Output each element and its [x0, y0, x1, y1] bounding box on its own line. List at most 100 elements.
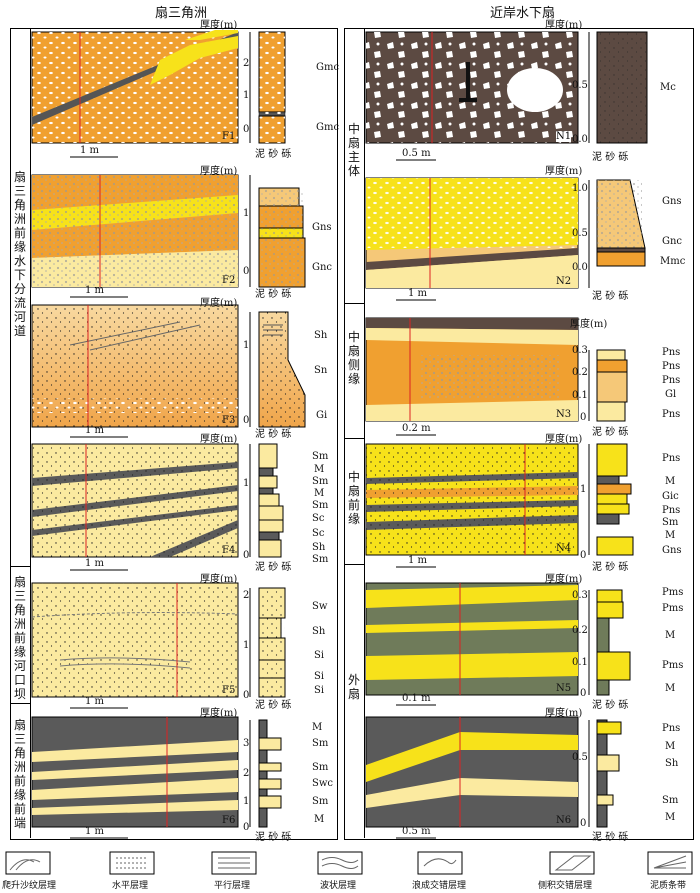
scale-f1: 1 m — [80, 145, 100, 156]
code-n5-3: M — [665, 630, 676, 641]
panel-f2-photo — [31, 174, 239, 288]
label-main-fan: 中扇主体 — [347, 122, 360, 178]
code-f4-1: Sm — [312, 451, 329, 462]
panel-n6-photo — [365, 716, 579, 828]
grain-labels-f4: 泥 砂 砾 — [255, 562, 292, 573]
grain-labels-n3: 泥 砂 砾 — [592, 427, 629, 438]
code-f4-9: Sm — [312, 554, 329, 565]
panel-f1-photo — [31, 30, 239, 144]
tick-n5-03: 0.3 — [572, 590, 588, 601]
right-group-sep-1 — [344, 303, 365, 304]
legend-parallel: 平行层理 — [214, 881, 251, 891]
legend-horizontal: 水平层理 — [112, 881, 149, 891]
code-f5-4: Si — [314, 671, 325, 682]
panel-f3-column — [249, 311, 306, 428]
panel-id-n5: N5 — [556, 683, 572, 694]
code-f3-1: Sh — [314, 330, 328, 341]
code-f4-7: Sc — [312, 528, 325, 539]
code-n4-2: M — [665, 476, 676, 487]
code-f3-3: Gi — [316, 410, 328, 421]
code-n4-4: Pns — [662, 505, 681, 516]
tick-n3-03: 0.3 — [572, 345, 588, 356]
grain-labels-f6: 泥 砂 砾 — [255, 832, 292, 843]
scale-n4: 1 m — [408, 555, 428, 566]
code-n2-3: Mmc — [660, 256, 686, 267]
tick-f1-2: 2 — [243, 58, 250, 69]
code-n5-4: Pms — [662, 660, 684, 671]
tick-f4-0: 0 — [243, 550, 250, 561]
header-nearshore-fan: 近岸水下扇 — [490, 6, 556, 21]
panel-f3-photo — [31, 304, 239, 428]
grain-labels-f2: 泥 砂 砾 — [255, 289, 292, 300]
tick-n3-0: 0 — [580, 412, 587, 423]
panel-n5-column — [588, 589, 631, 696]
grain-labels-n4: 泥 砂 砾 — [592, 562, 629, 573]
code-f6-6: M — [314, 814, 325, 825]
code-f6-2: Sm — [312, 738, 329, 749]
panel-id-n1: N1 — [556, 131, 572, 142]
thickness-label-f1: 厚度(m) — [200, 20, 238, 31]
code-f5-2: Sh — [312, 626, 326, 637]
tick-f2-0: 0 — [243, 266, 250, 277]
tick-n6-05: 0.5 — [572, 752, 588, 763]
grain-labels-f5: 泥 砂 砾 — [255, 700, 292, 711]
grain-labels-n2: 泥 砂 砾 — [592, 291, 629, 302]
panel-n2-column — [588, 179, 646, 288]
code-n6-3: Sh — [665, 758, 679, 769]
panel-n3-column — [588, 349, 628, 422]
code-f4-5: Sm — [312, 500, 329, 511]
code-n3-3: Pns — [662, 375, 681, 386]
tick-n5-01: 0.1 — [572, 657, 588, 668]
label-fan-delta-mouthbar: 扇三角洲前缘河口坝 — [13, 575, 26, 701]
panel-id-n2: N2 — [556, 276, 572, 287]
scale-f3: 1 m — [85, 425, 105, 436]
scale-n5: 0.1 m — [402, 693, 431, 704]
tick-f5-1: 1 — [243, 640, 250, 651]
tick-n5-0: 0 — [580, 688, 587, 699]
right-label-divider — [364, 28, 365, 838]
panel-f4-column — [249, 443, 284, 558]
code-n2-2: Gnc — [662, 236, 683, 247]
legend-boxes — [5, 851, 693, 875]
legend-lateral-accretion: 侧积交错层理 — [538, 881, 593, 891]
code-f4-2: M — [314, 464, 325, 475]
panel-n4-column — [588, 443, 634, 556]
grain-labels-n1: 泥 砂 砾 — [592, 152, 629, 163]
code-f6-1: M — [312, 722, 323, 733]
code-n4-5: Sm — [662, 517, 679, 528]
code-n4-1: Pns — [662, 453, 681, 464]
tick-n3-01: 0.1 — [572, 390, 588, 401]
panel-f2-column — [249, 175, 306, 288]
code-n3-1: Pns — [662, 347, 681, 358]
tick-n2-00: 0.0 — [572, 262, 588, 273]
tick-f5-0: 0 — [243, 690, 250, 701]
label-front-fan: 中扇前缘 — [347, 470, 360, 526]
thickness-label-n5: 厚度(m) — [545, 574, 583, 585]
tick-f6-0: 0 — [243, 822, 250, 833]
label-outer-fan: 外扇 — [347, 673, 360, 701]
code-n5-5: M — [665, 683, 676, 694]
left-column-frame — [10, 28, 338, 840]
code-f4-6: Sc — [312, 513, 325, 524]
thickness-label-n4: 厚度(m) — [545, 434, 583, 445]
tick-f1-0: 0 — [243, 124, 250, 135]
tick-n3-02: 0.2 — [572, 367, 588, 378]
scale-n6: 0.5 m — [402, 826, 431, 837]
label-fan-delta-front: 扇三角洲前缘前端 — [13, 718, 26, 830]
tick-n5-02: 0.2 — [572, 625, 588, 636]
code-f2-1: Gns — [312, 222, 332, 233]
panel-id-n4: N4 — [556, 543, 572, 554]
tick-f3-1: 1 — [243, 340, 250, 351]
panel-id-n6: N6 — [556, 815, 572, 826]
panel-n2-photo — [365, 177, 579, 289]
code-n5-1: Pms — [662, 587, 684, 598]
tick-f1-1: 1 — [243, 90, 250, 101]
panel-f6-column — [249, 719, 282, 828]
code-f1-2: Gmc — [316, 122, 340, 133]
panel-f5-photo — [31, 582, 239, 698]
panel-n6-column — [588, 719, 622, 828]
code-n3-5: Pns — [662, 409, 681, 420]
code-n3-2: Pns — [662, 361, 681, 372]
tick-n2-10: 1.0 — [572, 183, 588, 194]
panel-n3-photo — [365, 317, 579, 422]
